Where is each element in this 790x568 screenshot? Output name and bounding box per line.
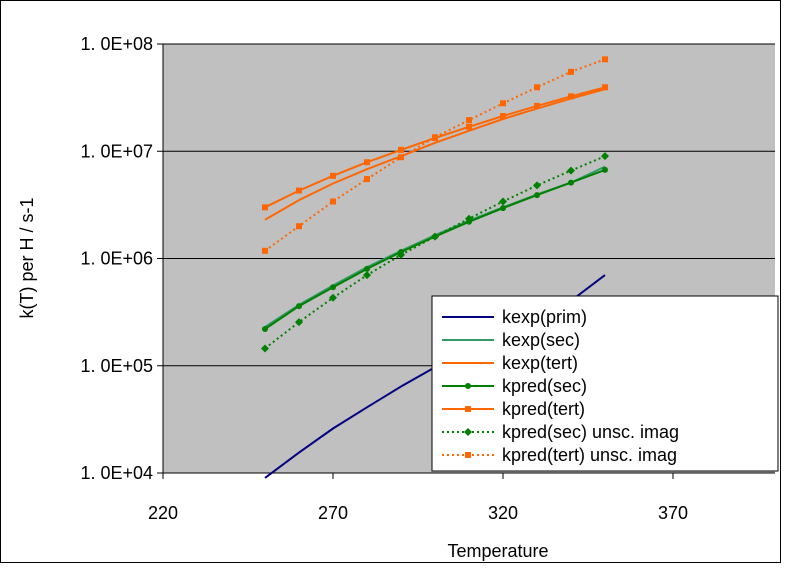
data-point bbox=[466, 117, 472, 124]
data-point bbox=[431, 232, 439, 241]
series-2 bbox=[264, 88, 606, 221]
legend-label: kexp(prim) bbox=[502, 307, 587, 327]
y-tick-label: 1. 0E+04 bbox=[80, 463, 153, 483]
y-tick-label: 1. 0E+08 bbox=[80, 34, 153, 54]
data-point bbox=[261, 344, 269, 353]
x-tick-label: 320 bbox=[488, 503, 518, 523]
data-point bbox=[398, 154, 404, 161]
data-point bbox=[296, 223, 302, 230]
data-point bbox=[500, 205, 506, 212]
legend-label: kpred(sec) unsc. imag bbox=[502, 422, 679, 442]
data-point bbox=[568, 179, 574, 186]
data-point bbox=[330, 198, 336, 205]
axes: 1. 0E+04 1. 0E+05 1. 0E+06 1. 0E+07 1. 0E+08… bbox=[80, 34, 775, 523]
data-point bbox=[534, 84, 540, 91]
legend-entry: kpred(tert) unsc. imag bbox=[442, 445, 677, 465]
y-tick-label: 1. 0E+05 bbox=[80, 356, 153, 376]
legend-entry: kexp(tert) bbox=[442, 353, 578, 373]
legend-swatch-marker bbox=[465, 406, 471, 412]
data-point bbox=[330, 172, 336, 179]
data-point bbox=[330, 284, 336, 291]
x-tick-label: 370 bbox=[658, 503, 688, 523]
data-point bbox=[363, 271, 371, 280]
y-axis-label: k(T) per H / s-1 bbox=[17, 197, 37, 318]
legend-entry: kpred(sec) unsc. imag bbox=[442, 422, 679, 442]
data-point bbox=[329, 293, 337, 302]
y-tick-label: 1. 0E+06 bbox=[80, 249, 153, 269]
data-point bbox=[499, 197, 507, 206]
data-point bbox=[295, 318, 303, 327]
legend-box bbox=[431, 295, 779, 472]
data-point bbox=[296, 303, 302, 310]
data-point bbox=[602, 84, 608, 91]
x-axis-label: Temperature bbox=[447, 541, 548, 561]
series-line bbox=[264, 155, 606, 350]
legend-entry: kpred(sec) bbox=[442, 376, 587, 396]
data-point bbox=[262, 204, 268, 211]
legend-label: kpred(tert) bbox=[502, 399, 585, 419]
data-point bbox=[364, 176, 370, 183]
data-point bbox=[534, 102, 540, 109]
legend-label: kpred(sec) bbox=[502, 376, 587, 396]
series-6 bbox=[262, 56, 608, 254]
data-point bbox=[500, 113, 506, 120]
x-tick-label: 270 bbox=[318, 503, 348, 523]
data-point bbox=[262, 247, 268, 254]
data-point bbox=[534, 192, 540, 199]
series-line bbox=[264, 88, 606, 221]
y-tick-label: 1. 0E+07 bbox=[80, 141, 153, 161]
legend-entry: kpred(tert) bbox=[442, 399, 585, 419]
legend-swatch-marker bbox=[465, 452, 471, 458]
data-point bbox=[602, 166, 608, 173]
data-point bbox=[398, 146, 404, 153]
data-point bbox=[465, 214, 473, 223]
series-5 bbox=[261, 152, 609, 353]
data-point bbox=[602, 56, 608, 63]
data-point bbox=[533, 181, 541, 190]
data-point bbox=[364, 159, 370, 166]
series-line bbox=[264, 58, 606, 252]
data-point bbox=[601, 152, 609, 161]
data-point bbox=[397, 250, 405, 259]
data-point bbox=[568, 68, 574, 75]
legend-label: kexp(tert) bbox=[502, 353, 578, 373]
legend: kexp(prim) kexp(sec) kexp(tert) kpred(sec) k… bbox=[431, 295, 779, 472]
data-point bbox=[568, 93, 574, 100]
data-point bbox=[432, 134, 438, 141]
x-tick-label: 220 bbox=[148, 503, 178, 523]
data-point bbox=[466, 123, 472, 130]
data-point bbox=[500, 100, 506, 107]
legend-entry: kexp(prim) bbox=[442, 307, 587, 327]
legend-label: kexp(sec) bbox=[502, 330, 580, 350]
data-point bbox=[262, 326, 268, 333]
legend-entry: kexp(sec) bbox=[442, 330, 580, 350]
legend-swatch-marker bbox=[464, 428, 472, 436]
legend-swatch-marker bbox=[465, 383, 471, 389]
data-point bbox=[296, 187, 302, 194]
data-point bbox=[567, 166, 575, 175]
legend-label: kpred(tert) unsc. imag bbox=[502, 445, 677, 465]
data-point bbox=[364, 265, 370, 272]
